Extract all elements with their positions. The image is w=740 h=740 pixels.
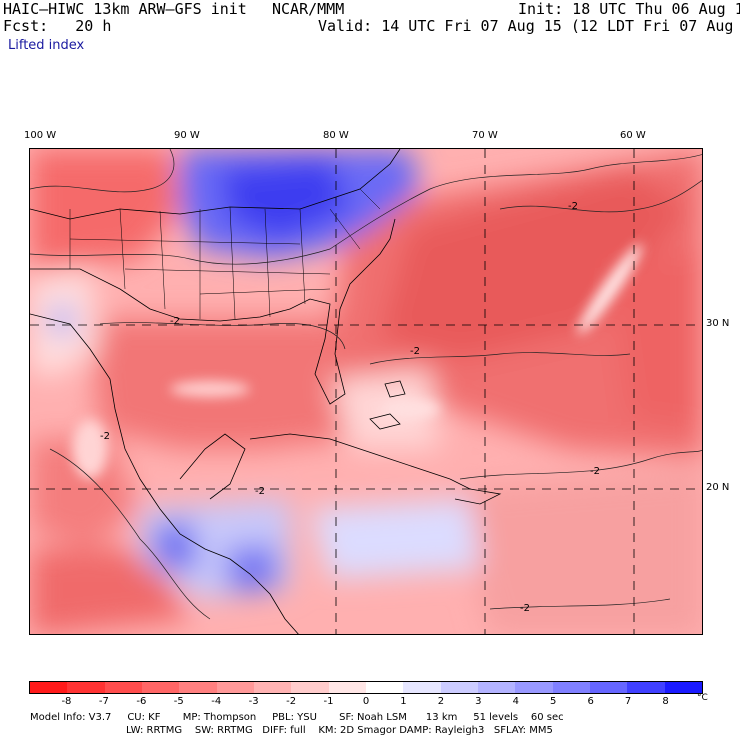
colorbar-tick-label: 3 (475, 696, 482, 707)
contour-label: -2 (410, 346, 420, 357)
colorbar-swatch (552, 682, 590, 693)
colorbar-swatch (627, 682, 665, 693)
small-scale-cells (72, 243, 643, 479)
colorbar-swatch (664, 682, 702, 693)
colorbar-tick-label: -7 (98, 696, 109, 707)
model-title: HAIC–HIWC 13km ARW–GFS init (3, 0, 247, 18)
colorbar-tick-label: -8 (61, 696, 72, 707)
state-borders (69, 188, 381, 320)
contour-lines (30, 149, 702, 620)
colorbar-tick-label: 2 (437, 696, 445, 707)
colorbar-tick-label: 6 (587, 696, 594, 707)
contour-label: -2 (170, 316, 180, 327)
colorbar-tick-label: 4 (512, 696, 519, 707)
colorbar-tick-label: 5 (550, 696, 557, 707)
colorbar-swatch (589, 682, 628, 693)
contour-label: -2 (590, 466, 600, 477)
lat-lon-grid (30, 149, 702, 634)
colorbar-swatch (67, 682, 105, 693)
colorbar-tick-label: 0 (362, 696, 370, 707)
lat-label-30n: 30 N (706, 318, 730, 329)
colorbar-swatch (291, 682, 329, 693)
contour-label: -2 (568, 201, 578, 212)
colorbar-tick-label: 7 (624, 696, 632, 707)
lifted-index-shading (30, 149, 702, 634)
lon-label-80w: 80 W (323, 130, 349, 141)
colorbar-swatch (104, 682, 142, 693)
colorbar-swatch (179, 682, 217, 693)
colorbar-swatch (216, 682, 254, 693)
colorbar-tick-label: -4 (211, 696, 222, 707)
lon-label-70w: 70 W (472, 130, 498, 141)
model-info-line1: Model Info: V3.7 CU: KF MP: Thompson PBL… (30, 712, 564, 723)
colorbar-swatch (365, 682, 404, 693)
colorbar-tick-label: -1 (323, 696, 334, 707)
lon-label-60w: 60 W (620, 130, 646, 141)
lon-label-90w: 90 W (174, 130, 200, 141)
colorbar-swatch (141, 682, 180, 693)
map-canvas: -2 -2 -2 -2 -2 -2 -2 (30, 149, 702, 634)
forecast-hour: Fcst: 20 h (3, 17, 112, 35)
colorbar-swatch (253, 682, 292, 693)
center-label: NCAR/MMM (272, 0, 345, 18)
colorbar-tick-label: -2 (286, 696, 297, 707)
init-time: Init: 18 UTC Thu 06 Aug 15 (518, 0, 740, 18)
contour-label: -2 (100, 431, 110, 442)
colorbar-tick-label: -6 (136, 696, 147, 707)
colorbar-tick-label: 1 (400, 696, 407, 707)
colorbar (29, 681, 703, 694)
contour-label: -2 (520, 603, 530, 614)
coastlines (30, 149, 502, 634)
colorbar-swatch (477, 682, 516, 693)
lat-label-20n: 20 N (706, 482, 730, 493)
colorbar-swatch (515, 682, 553, 693)
colorbar-tick-label: -5 (173, 696, 184, 707)
colorbar-tick-label: -3 (248, 696, 259, 707)
colorbar-swatch (30, 682, 68, 693)
contour-label: -2 (255, 486, 265, 497)
colorbar-swatch (328, 682, 366, 693)
model-info-line2: LW: RRTMG SW: RRTMG DIFF: full KM: 2D Sm… (126, 725, 553, 736)
lifted-index-map: -2 -2 -2 -2 -2 -2 -2 (29, 148, 703, 635)
valid-time: Valid: 14 UTC Fri 07 Aug 15 (12 LDT Fri … (318, 17, 740, 35)
colorbar-unit: °C (697, 693, 708, 703)
field-name: Lifted index (8, 38, 85, 53)
colorbar-swatch (440, 682, 478, 693)
colorbar-swatch (403, 682, 441, 693)
lon-label-100w: 100 W (24, 130, 57, 141)
colorbar-tick-label: 8 (662, 696, 669, 707)
